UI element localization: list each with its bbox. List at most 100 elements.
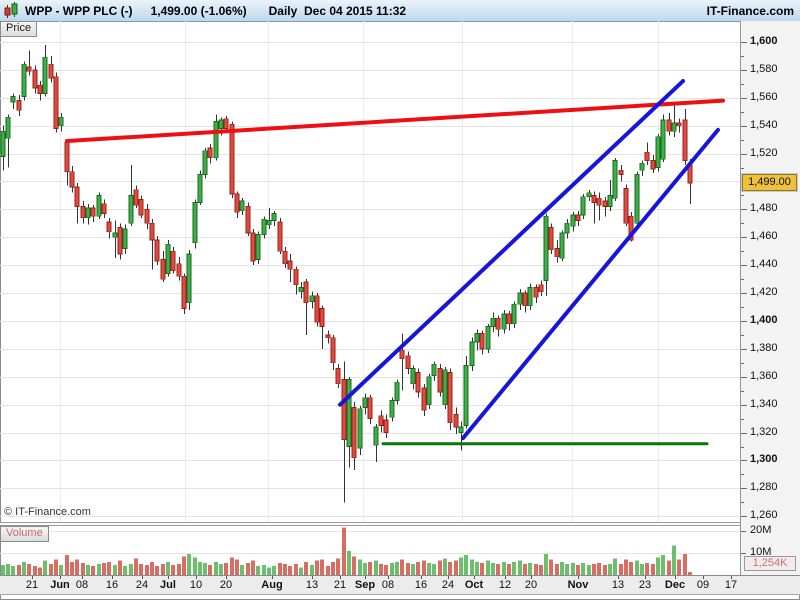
date-axis-tick [703,576,704,579]
candle-up [485,326,491,350]
volume-chart-canvas[interactable] [0,525,740,575]
price-pane-tab[interactable]: Price [0,21,38,37]
price-axis-tick [741,126,747,127]
volume-bar [187,554,191,575]
candle-down [207,147,213,159]
candle-down [676,122,682,127]
volume-bar [347,550,351,575]
date-axis-tick [340,576,341,579]
candle-up [671,122,677,132]
candle-up [96,195,102,217]
period-datetime: Daily Dec 04 2015 11:32 [268,3,407,18]
candle-up [165,243,171,274]
candle-up [655,136,661,168]
volume-bar [310,565,314,575]
candle-up [357,408,363,449]
date-axis-month-label: Jul [160,579,176,591]
candle-down [282,250,288,265]
price-axis-label: 1,320 [750,426,778,438]
candle-up [58,116,64,127]
volume-bar [1,565,5,575]
volume-pane-tab[interactable]: Volume [0,526,49,542]
candle-down [591,195,597,203]
pane-divider[interactable] [0,522,800,526]
date-axis-tick [365,576,366,579]
date-axis-tick [60,576,61,579]
volume-bar [54,559,58,575]
candle-up [42,56,48,94]
candle-up [85,207,91,219]
candle-down [628,215,634,241]
candle-up [0,130,6,157]
candle-down [154,239,160,262]
volume-bar [208,565,212,575]
date-axis-month-label: Nov [567,579,589,591]
candle-down [170,250,176,272]
volume-bar [203,562,207,575]
candle-up [122,228,128,249]
volume-bar [651,564,655,575]
price-axis-gutter: 1,499.00 1,254K 1,260 1,280 1,300 1,320 1,34… [740,21,800,575]
candle-down [666,119,672,132]
candle-up [192,202,198,244]
candle-down [64,142,70,173]
candle-up [607,195,613,207]
volume-bar [129,564,133,575]
candle-up [517,292,523,305]
candle-up [580,196,586,216]
candle-down [245,206,251,234]
volume-bar [416,561,420,575]
candle-up [218,119,224,129]
candle-down [176,263,182,277]
volume-bar [667,560,671,575]
price-axis-tick [741,405,747,406]
volume-bar [523,564,527,575]
date-axis-label: 12 [498,579,512,591]
volume-bar [59,565,63,575]
volume-bar [267,567,271,575]
date-axis-month-label: Dec [664,579,686,591]
trendlines-layer [65,79,725,446]
volume-axis-label: 20M [750,524,772,536]
volume-bar [161,564,165,575]
price-axis-label: 1,380 [750,342,778,354]
volume-bar [597,562,601,575]
candle-down [575,214,581,221]
price-chart-canvas[interactable] [0,21,740,522]
candle-up [660,119,666,160]
price-axis-label: 1,540 [750,119,778,131]
candle-up [527,287,533,307]
price-axis-label: 1,480 [750,202,778,214]
date-axis-tick [272,576,273,579]
price-axis-tick [741,391,744,392]
volume-bar [677,559,681,575]
date-axis-label: 10 [189,579,203,591]
candle-down [437,368,443,393]
volume-bar [395,561,399,575]
date-axis-label: 08 [381,579,395,591]
price-axis-tick [741,209,747,210]
volume-bar [587,565,591,575]
candle-down [405,355,411,369]
price-axis-label: 1,560 [750,91,778,103]
candlestick-logo-icon [4,2,18,18]
date-axis-tick [618,576,619,579]
volume-bar [624,559,628,575]
volume-bar [182,556,186,575]
date-axis-tick [226,576,227,579]
candle-down [48,63,54,79]
candle-up [586,192,592,198]
candle-down [548,227,554,251]
candle-down [415,372,421,393]
volume-bar [230,557,234,575]
volume-bar [400,559,404,575]
candle-down [223,118,229,129]
volume-bar [640,564,644,575]
volume-bar [49,564,53,575]
date-axis-tick [82,576,83,579]
price-axis-tick [741,70,747,71]
price-axis-tick [741,488,747,489]
candle-down [596,197,602,206]
volume-bar [592,564,596,575]
volume-bar [491,562,495,575]
